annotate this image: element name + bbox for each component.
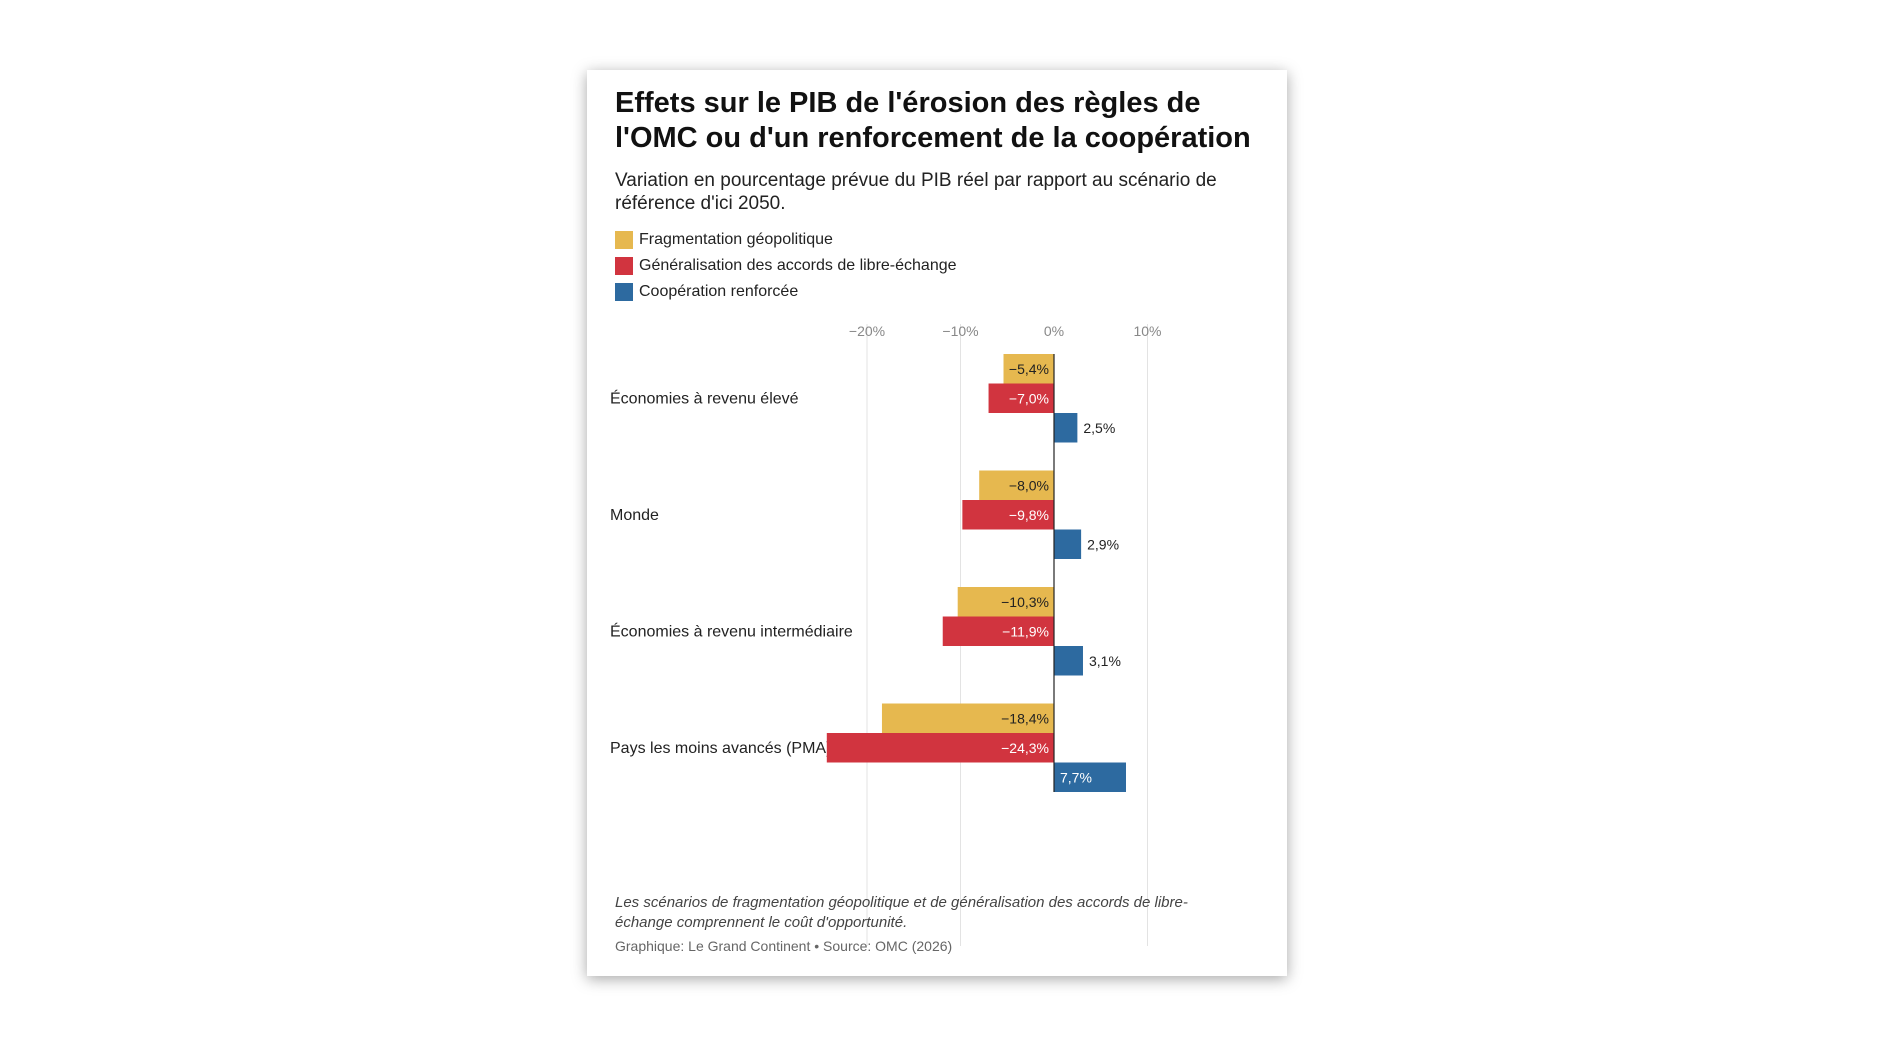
data-label: −10,3% bbox=[1001, 594, 1049, 610]
bar bbox=[826, 733, 1054, 763]
data-label: −11,9% bbox=[1002, 623, 1049, 639]
data-label: −8,0% bbox=[1009, 477, 1049, 493]
data-label: −5,4% bbox=[1009, 361, 1049, 377]
chart-card: Effets sur le PIB de l'érosion des règle… bbox=[587, 70, 1287, 976]
category-label: Pays les moins avancés (PMA) bbox=[610, 740, 831, 757]
legend: Fragmentation géopolitique Généralisation… bbox=[615, 227, 957, 305]
data-label: 7,7% bbox=[1060, 769, 1092, 785]
legend-swatch bbox=[615, 283, 633, 301]
bar bbox=[957, 587, 1054, 617]
data-label: −9,8% bbox=[1009, 507, 1049, 523]
legend-item: Fragmentation géopolitique bbox=[615, 227, 957, 253]
bar bbox=[988, 383, 1054, 413]
bar bbox=[1054, 646, 1083, 676]
x-tick-label: −10% bbox=[942, 323, 978, 339]
bar bbox=[1054, 762, 1126, 792]
bar bbox=[1054, 413, 1078, 443]
bar bbox=[881, 703, 1054, 733]
chart-source: Graphique: Le Grand Continent • Source: … bbox=[615, 938, 953, 954]
x-tick-label: 0% bbox=[1044, 323, 1064, 339]
chart-title: Effets sur le PIB de l'érosion des règle… bbox=[615, 87, 1251, 154]
legend-label: Généralisation des accords de libre-écha… bbox=[639, 257, 957, 274]
chart-note: Les scénarios de fragmentation géopoliti… bbox=[615, 894, 1188, 931]
bar bbox=[1003, 354, 1054, 384]
chart-subtitle: Variation en pourcentage prévue du PIB r… bbox=[615, 170, 1217, 214]
legend-label: Coopération renforcée bbox=[639, 283, 799, 300]
legend-item: Généralisation des accords de libre-écha… bbox=[615, 253, 957, 279]
legend-item: Coopération renforcée bbox=[615, 279, 957, 305]
bar bbox=[1054, 529, 1082, 559]
bar bbox=[942, 616, 1054, 646]
legend-swatch bbox=[615, 231, 633, 249]
data-label: 2,5% bbox=[1083, 420, 1115, 436]
bar-chart: −20% −10% 0% 10% Économies à revenu élevé Mon… bbox=[610, 323, 1162, 946]
bar bbox=[962, 500, 1054, 530]
legend-swatch bbox=[615, 257, 633, 275]
category-label: Monde bbox=[610, 507, 659, 524]
data-label: −24,3% bbox=[1001, 740, 1049, 756]
category-label: Économies à revenu intermédiaire bbox=[610, 621, 853, 640]
category-label: Économies à revenu élevé bbox=[610, 388, 799, 407]
legend-label: Fragmentation géopolitique bbox=[639, 231, 833, 248]
bar bbox=[979, 470, 1054, 500]
x-tick-label: −20% bbox=[849, 323, 885, 339]
data-label: 3,1% bbox=[1089, 653, 1121, 669]
data-label: 2,9% bbox=[1087, 536, 1119, 552]
data-label: −18,4% bbox=[1001, 710, 1049, 726]
data-label: −7,0% bbox=[1009, 390, 1049, 406]
x-tick-label: 10% bbox=[1133, 323, 1161, 339]
